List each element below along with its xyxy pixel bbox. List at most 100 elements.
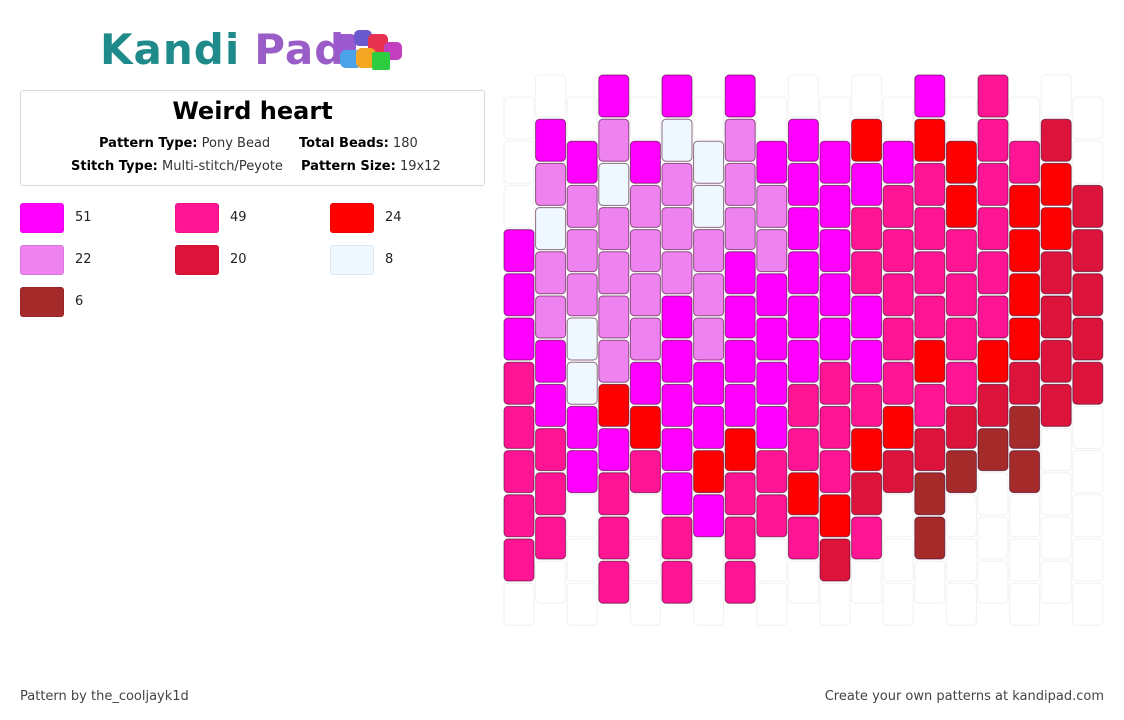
bead xyxy=(756,317,788,361)
bead xyxy=(977,251,1009,295)
bead xyxy=(661,428,693,472)
bead xyxy=(724,162,756,206)
bead xyxy=(724,428,756,472)
bead xyxy=(945,229,977,273)
bead xyxy=(566,184,598,228)
empty-bead-slot xyxy=(1072,538,1104,582)
bead xyxy=(882,361,914,405)
bead xyxy=(661,207,693,251)
bead xyxy=(535,118,567,162)
bead xyxy=(787,162,819,206)
bead xyxy=(1009,229,1041,273)
bead xyxy=(882,273,914,317)
bead xyxy=(945,450,977,494)
bead xyxy=(693,361,725,405)
author-credit: Pattern by the_cooljayk1d xyxy=(20,689,189,704)
bead xyxy=(503,405,535,449)
pattern-type-label: Pattern Type: xyxy=(99,136,198,151)
bead xyxy=(914,251,946,295)
bead xyxy=(598,207,630,251)
bead xyxy=(724,339,756,383)
color-swatch xyxy=(20,203,64,233)
bead xyxy=(851,339,883,383)
bead xyxy=(598,472,630,516)
pattern-size-label: Pattern Size: xyxy=(301,159,396,174)
bead xyxy=(1040,383,1072,427)
empty-bead-slot xyxy=(1040,560,1072,604)
empty-bead-slot xyxy=(629,538,661,582)
empty-bead-slot xyxy=(1072,494,1104,538)
bead xyxy=(535,339,567,383)
bead xyxy=(787,251,819,295)
total-beads-label: Total Beads: xyxy=(299,136,389,151)
bead xyxy=(851,118,883,162)
empty-bead-slot xyxy=(535,74,567,118)
empty-bead-slot xyxy=(1009,538,1041,582)
bead xyxy=(566,405,598,449)
empty-bead-slot xyxy=(882,494,914,538)
bead xyxy=(1040,207,1072,251)
bead xyxy=(787,428,819,472)
bead xyxy=(851,428,883,472)
empty-bead-slot xyxy=(1072,405,1104,449)
bead xyxy=(1040,162,1072,206)
bead xyxy=(819,317,851,361)
empty-bead-slot xyxy=(1040,472,1072,516)
empty-bead-slot xyxy=(1072,582,1104,626)
bead xyxy=(566,361,598,405)
empty-bead-slot xyxy=(977,472,1009,516)
bead xyxy=(819,405,851,449)
color-swatch xyxy=(330,203,374,233)
bead xyxy=(882,229,914,273)
bead xyxy=(724,207,756,251)
bead xyxy=(756,405,788,449)
bead xyxy=(661,339,693,383)
bead xyxy=(851,472,883,516)
bead xyxy=(693,140,725,184)
bead xyxy=(629,140,661,184)
empty-bead-slot xyxy=(819,582,851,626)
bead xyxy=(882,405,914,449)
bead xyxy=(598,251,630,295)
bead xyxy=(661,472,693,516)
bead xyxy=(819,494,851,538)
color-swatch xyxy=(20,245,64,275)
bead xyxy=(914,339,946,383)
bead xyxy=(598,560,630,604)
empty-bead-slot xyxy=(756,538,788,582)
bead xyxy=(1009,184,1041,228)
bead xyxy=(724,118,756,162)
bead xyxy=(819,184,851,228)
bead xyxy=(535,428,567,472)
empty-bead-slot xyxy=(1040,428,1072,472)
bead xyxy=(851,207,883,251)
bead xyxy=(535,383,567,427)
bead xyxy=(1009,450,1041,494)
bead xyxy=(661,295,693,339)
bead xyxy=(629,405,661,449)
pattern-type-value: Pony Bead xyxy=(201,136,271,151)
color-count: 22 xyxy=(75,252,92,267)
bead xyxy=(503,229,535,273)
kandipad-promo-link[interactable]: Create your own patterns at kandipad.com xyxy=(824,689,1104,704)
pattern-size: Pattern Size: 19x12 xyxy=(301,159,441,174)
bead xyxy=(1009,273,1041,317)
bead xyxy=(535,162,567,206)
empty-bead-slot xyxy=(629,96,661,140)
bead xyxy=(661,118,693,162)
bead xyxy=(756,140,788,184)
bead xyxy=(756,450,788,494)
empty-bead-slot xyxy=(819,96,851,140)
bead xyxy=(787,516,819,560)
empty-bead-slot xyxy=(629,582,661,626)
bead xyxy=(1072,184,1104,228)
bead xyxy=(724,516,756,560)
kandipad-logo[interactable]: Kandi Pad xyxy=(100,24,345,74)
bead xyxy=(1072,361,1104,405)
bead xyxy=(787,472,819,516)
color-swatch xyxy=(20,287,64,317)
bead xyxy=(977,74,1009,118)
bead xyxy=(503,361,535,405)
bead xyxy=(819,538,851,582)
